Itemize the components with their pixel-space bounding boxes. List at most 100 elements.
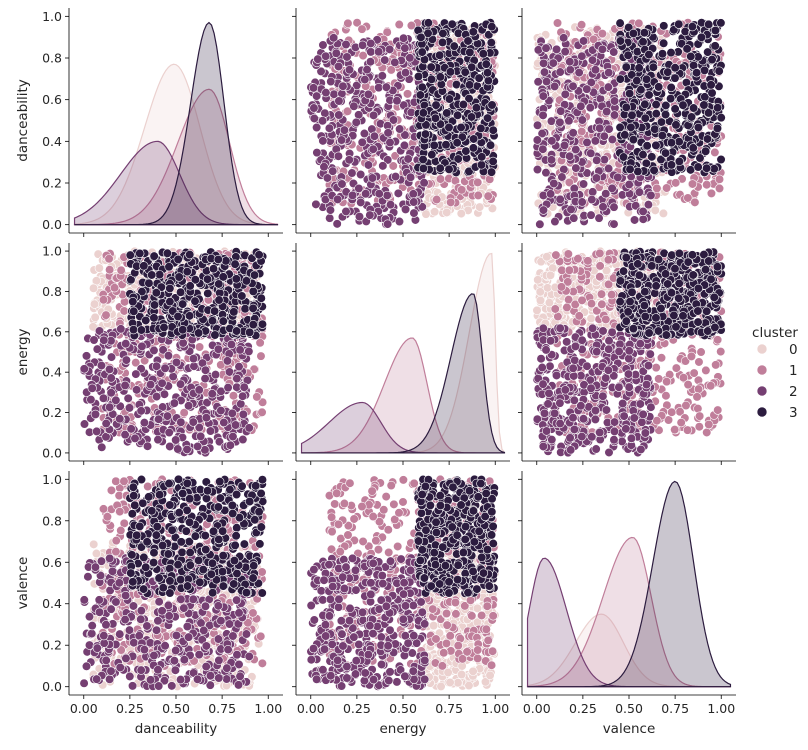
point-cluster-2 xyxy=(568,81,578,91)
point-cluster-2 xyxy=(532,164,543,175)
point-cluster-2 xyxy=(541,43,551,53)
point-cluster-2 xyxy=(309,103,319,113)
point-cluster-2 xyxy=(366,47,376,57)
point-cluster-3 xyxy=(666,48,676,58)
point-cluster-2 xyxy=(368,144,378,154)
point-cluster-2 xyxy=(378,161,388,171)
point-cluster-2 xyxy=(131,369,141,379)
point-cluster-3 xyxy=(702,163,712,173)
point-cluster-2 xyxy=(152,391,162,402)
point-cluster-2 xyxy=(238,409,248,419)
point-cluster-2 xyxy=(225,440,235,450)
point-cluster-3 xyxy=(474,73,484,83)
panel-energy-vs-energy xyxy=(292,243,510,465)
point-cluster-1 xyxy=(652,183,662,193)
point-cluster-2 xyxy=(550,81,560,92)
point-cluster-3 xyxy=(144,278,154,288)
point-cluster-3 xyxy=(256,293,266,303)
point-cluster-2 xyxy=(320,108,330,118)
point-cluster-2 xyxy=(216,405,226,416)
point-cluster-2 xyxy=(546,155,557,165)
point-cluster-2 xyxy=(160,363,170,373)
point-cluster-3 xyxy=(237,291,247,301)
point-cluster-2 xyxy=(326,76,336,87)
point-cluster-2 xyxy=(356,197,366,207)
point-cluster-2 xyxy=(321,88,331,98)
point-cluster-2 xyxy=(196,431,206,441)
point-cluster-2 xyxy=(409,208,419,218)
point-cluster-3 xyxy=(435,163,445,173)
point-cluster-3 xyxy=(194,328,204,338)
point-cluster-3 xyxy=(689,103,699,113)
point-cluster-2 xyxy=(219,417,229,428)
point-cluster-3 xyxy=(427,150,437,160)
point-cluster-3 xyxy=(165,297,175,307)
point-cluster-2 xyxy=(559,33,569,43)
point-cluster-3 xyxy=(488,156,498,167)
point-cluster-2 xyxy=(162,411,173,421)
point-cluster-3 xyxy=(245,327,255,337)
point-cluster-3 xyxy=(203,288,213,299)
point-cluster-1 xyxy=(473,177,483,188)
point-cluster-3 xyxy=(162,248,173,258)
point-cluster-3 xyxy=(627,110,637,120)
point-cluster-2 xyxy=(400,204,411,214)
point-cluster-2 xyxy=(169,398,179,408)
point-cluster-2 xyxy=(337,179,347,189)
point-cluster-3 xyxy=(460,67,470,77)
point-cluster-2 xyxy=(574,68,584,78)
point-cluster-2 xyxy=(586,210,596,220)
point-cluster-2 xyxy=(319,162,329,172)
point-cluster-3 xyxy=(696,32,707,42)
point-cluster-2 xyxy=(368,110,379,120)
point-cluster-2 xyxy=(336,135,347,145)
point-cluster-2 xyxy=(408,189,418,199)
point-cluster-3 xyxy=(688,143,698,153)
point-cluster-2 xyxy=(546,116,557,126)
point-cluster-1 xyxy=(116,265,126,275)
point-cluster-2 xyxy=(609,47,619,57)
point-cluster-2 xyxy=(538,110,548,120)
point-cluster-3 xyxy=(441,140,451,150)
point-cluster-3 xyxy=(707,88,717,98)
point-cluster-3 xyxy=(693,162,703,172)
y-tick-label: 0.6 xyxy=(42,92,62,107)
point-cluster-3 xyxy=(135,248,145,259)
point-cluster-2 xyxy=(317,116,328,126)
point-cluster-2 xyxy=(532,135,542,145)
point-cluster-3 xyxy=(178,299,188,309)
point-cluster-2 xyxy=(357,137,367,147)
point-cluster-2 xyxy=(390,57,400,68)
point-cluster-3 xyxy=(248,303,258,313)
point-cluster-1 xyxy=(671,178,681,188)
point-cluster-3 xyxy=(623,50,633,60)
point-cluster-1 xyxy=(402,89,413,99)
point-cluster-2 xyxy=(344,155,354,165)
point-cluster-2 xyxy=(120,380,130,390)
point-cluster-3 xyxy=(714,66,724,76)
point-cluster-2 xyxy=(168,371,178,382)
point-cluster-2 xyxy=(92,426,102,437)
point-cluster-3 xyxy=(257,319,268,329)
point-cluster-2 xyxy=(382,190,392,201)
point-cluster-2 xyxy=(309,113,319,124)
point-cluster-2 xyxy=(604,68,614,78)
point-cluster-3 xyxy=(149,300,160,310)
point-cluster-2 xyxy=(582,137,592,148)
point-cluster-2 xyxy=(582,84,592,94)
point-cluster-3 xyxy=(651,109,661,119)
point-cluster-2 xyxy=(89,335,99,345)
point-cluster-3 xyxy=(214,295,224,305)
y-tick-label: 0.0 xyxy=(42,445,62,460)
point-cluster-3 xyxy=(178,325,188,335)
point-cluster-3 xyxy=(464,80,475,90)
point-cluster-3 xyxy=(437,37,448,48)
point-cluster-3 xyxy=(621,62,631,72)
point-cluster-2 xyxy=(311,199,321,209)
point-cluster-2 xyxy=(111,395,121,405)
point-cluster-3 xyxy=(451,79,462,90)
point-cluster-2 xyxy=(230,420,241,430)
point-cluster-3 xyxy=(701,146,711,156)
point-cluster-2 xyxy=(207,389,217,399)
point-cluster-2 xyxy=(105,364,115,374)
